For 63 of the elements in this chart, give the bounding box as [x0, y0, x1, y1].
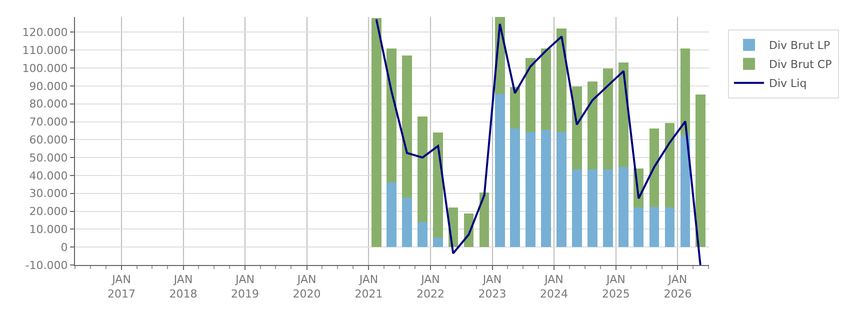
y-tick-label: 110.000 [22, 44, 68, 57]
bar [526, 58, 536, 132]
bar [402, 197, 412, 248]
y-tick-label: 20.000 [29, 205, 68, 218]
bar [433, 132, 444, 238]
bar [510, 128, 520, 248]
bar [680, 135, 690, 248]
x-tick-label: JAN 2026 [664, 273, 692, 300]
bar [572, 170, 582, 248]
bar [695, 94, 706, 248]
x-tick-label: JAN 2022 [416, 273, 444, 300]
legend-label: Div Brut CP [769, 58, 832, 72]
x-tick-label: JAN 2020 [292, 273, 321, 300]
x-tick-label: JAN 2025 [602, 273, 630, 300]
x-tick-label: JAN 2018 [169, 273, 198, 300]
x-tick-label: JAN 2024 [540, 273, 568, 300]
y-tick-label: 0 [60, 240, 68, 254]
y-tick-label: 70.000 [29, 116, 68, 129]
bar [386, 182, 396, 248]
bar [418, 222, 428, 248]
y-tick-label: 10.000 [29, 223, 68, 236]
bar [402, 56, 412, 198]
bar [433, 238, 444, 248]
y-tick-label: 30.000 [29, 187, 68, 200]
y-tick-label: -10.000 [25, 258, 68, 272]
bar [634, 208, 644, 248]
bar [603, 68, 613, 170]
bar [494, 94, 505, 248]
y-tick-label: 40.000 [29, 169, 68, 182]
bar [603, 170, 613, 248]
bar [664, 123, 675, 208]
bar [418, 116, 428, 222]
bar [386, 48, 396, 183]
y-tick-label: 90.000 [29, 80, 68, 93]
bar [649, 206, 660, 248]
bar [664, 208, 675, 248]
x-tick-label: JAN 2017 [108, 273, 136, 300]
bar [649, 128, 660, 207]
bar [572, 86, 582, 170]
bar [588, 81, 598, 170]
y-tick-label: 100.000 [22, 62, 68, 75]
legend-label: Div Brut LP [769, 39, 831, 52]
x-tick-label: JAN 2019 [231, 273, 260, 300]
x-tick-label: JAN 2023 [478, 273, 506, 300]
bar [541, 48, 551, 130]
bar [556, 132, 567, 248]
y-tick-label: 80.000 [29, 98, 68, 111]
bar [556, 28, 567, 132]
bar [618, 167, 628, 248]
bar [541, 130, 551, 248]
bar [618, 62, 628, 168]
line-series [375, 18, 702, 265]
x-tick-label: JAN 2021 [354, 273, 383, 300]
y-tick-label: 50.000 [29, 151, 68, 164]
bar [479, 192, 490, 248]
legend-label: Div Liq [769, 77, 807, 90]
bar [510, 86, 520, 128]
bar [588, 170, 598, 248]
bar [371, 18, 382, 248]
y-tick-label: 60.000 [29, 134, 68, 147]
bar [680, 48, 690, 136]
bar [526, 132, 536, 248]
y-tick-label: 120.000 [22, 26, 68, 40]
